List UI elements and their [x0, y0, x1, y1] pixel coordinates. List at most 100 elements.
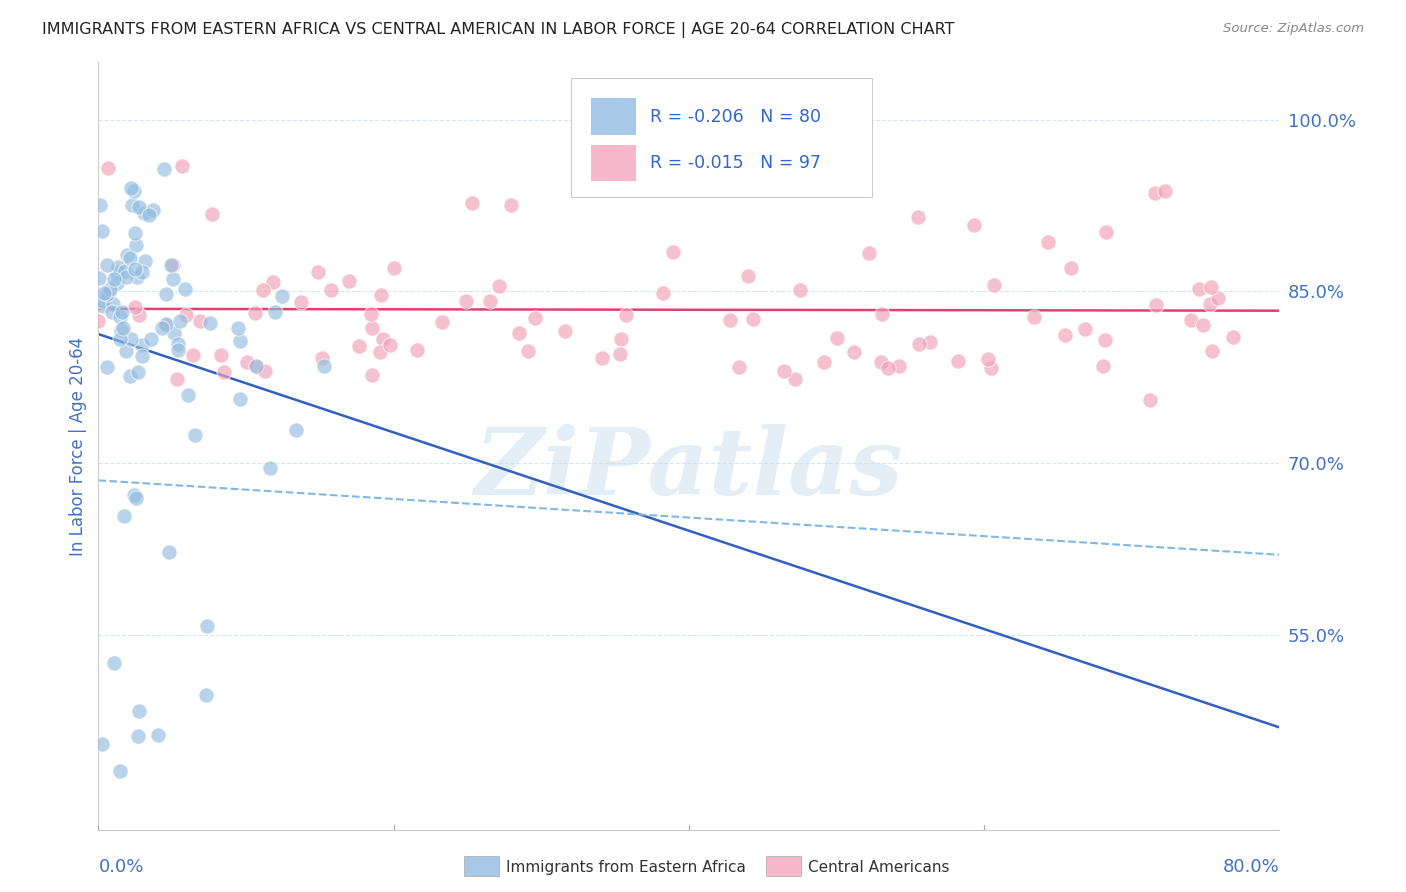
Point	[96, 259, 118, 273]
Point	[141, 332, 163, 346]
FancyBboxPatch shape	[571, 78, 872, 197]
Point	[110, 305, 132, 319]
Bar	[591, 145, 636, 181]
Point	[877, 360, 900, 375]
Point	[155, 287, 177, 301]
Text: Source: ZipAtlas.com: Source: ZipAtlas.com	[1223, 22, 1364, 36]
Point	[181, 348, 204, 362]
Point	[226, 321, 249, 335]
Point	[169, 314, 191, 328]
Point	[131, 338, 153, 352]
Point	[115, 343, 138, 358]
Point	[107, 260, 129, 275]
Point	[87, 314, 110, 328]
Point	[194, 688, 217, 702]
Point	[254, 364, 277, 378]
Point	[977, 351, 1000, 366]
Text: IMMIGRANTS FROM EASTERN AFRICA VS CENTRAL AMERICAN IN LABOR FORCE | AGE 20-64 CO: IMMIGRANTS FROM EASTERN AFRICA VS CENTRA…	[42, 22, 955, 38]
Point	[430, 315, 453, 329]
Point	[160, 258, 183, 272]
Point	[166, 371, 188, 385]
Point	[499, 197, 522, 211]
Point	[167, 336, 190, 351]
Point	[813, 355, 835, 369]
Point	[128, 308, 150, 322]
Point	[262, 275, 284, 289]
Text: R = -0.206   N = 80: R = -0.206 N = 80	[650, 108, 821, 126]
Point	[271, 289, 294, 303]
Point	[361, 368, 384, 382]
Text: R = -0.015   N = 97: R = -0.015 N = 97	[650, 154, 821, 172]
Text: 80.0%: 80.0%	[1223, 858, 1279, 876]
Point	[368, 345, 391, 359]
Point	[96, 286, 118, 301]
Point	[124, 227, 146, 241]
Point	[337, 274, 360, 288]
Point	[110, 323, 132, 337]
Point	[124, 238, 146, 252]
Point	[378, 338, 401, 352]
Point	[524, 311, 547, 326]
Point	[907, 211, 929, 225]
Point	[112, 320, 135, 334]
Point	[252, 283, 274, 297]
Point	[1092, 359, 1115, 373]
Point	[122, 185, 145, 199]
Point	[461, 196, 484, 211]
Point	[142, 203, 165, 218]
Point	[138, 208, 160, 222]
Point	[125, 491, 148, 505]
Point	[889, 359, 911, 374]
Point	[728, 360, 751, 375]
Point	[360, 307, 382, 321]
Point	[370, 288, 392, 302]
Point	[285, 423, 308, 437]
Point	[236, 355, 259, 369]
Point	[120, 332, 142, 346]
Point	[155, 317, 177, 331]
Point	[516, 344, 538, 359]
Point	[214, 365, 236, 379]
Point	[163, 326, 186, 340]
Point	[146, 728, 169, 742]
Point	[93, 285, 115, 300]
Point	[128, 704, 150, 718]
Point	[96, 360, 118, 375]
Point	[946, 354, 969, 368]
Point	[115, 248, 138, 262]
Point	[773, 364, 796, 378]
Point	[162, 258, 184, 272]
Point	[114, 264, 136, 278]
Point	[488, 279, 510, 293]
Point	[174, 308, 197, 322]
Point	[742, 312, 765, 326]
Point	[1222, 329, 1244, 343]
Point	[844, 344, 866, 359]
Point	[245, 359, 267, 373]
Point	[162, 272, 184, 286]
Point	[406, 343, 429, 358]
Point	[173, 282, 195, 296]
Text: 0.0%: 0.0%	[98, 858, 143, 876]
Point	[98, 282, 121, 296]
Point	[108, 764, 131, 778]
Point	[183, 428, 205, 442]
Point	[90, 737, 112, 751]
Point	[114, 270, 136, 285]
Point	[124, 261, 146, 276]
Point	[172, 159, 194, 173]
Point	[311, 351, 333, 365]
Y-axis label: In Labor Force | Age 20-64: In Labor Force | Age 20-64	[69, 336, 87, 556]
Point	[150, 321, 173, 335]
Point	[131, 349, 153, 363]
Point	[87, 270, 110, 285]
Point	[858, 246, 880, 260]
Point	[229, 392, 252, 406]
Point	[980, 360, 1002, 375]
Point	[870, 307, 893, 321]
Point	[1144, 298, 1167, 312]
Point	[188, 313, 211, 327]
Point	[103, 656, 125, 670]
Point	[155, 318, 177, 332]
Point	[1188, 282, 1211, 296]
